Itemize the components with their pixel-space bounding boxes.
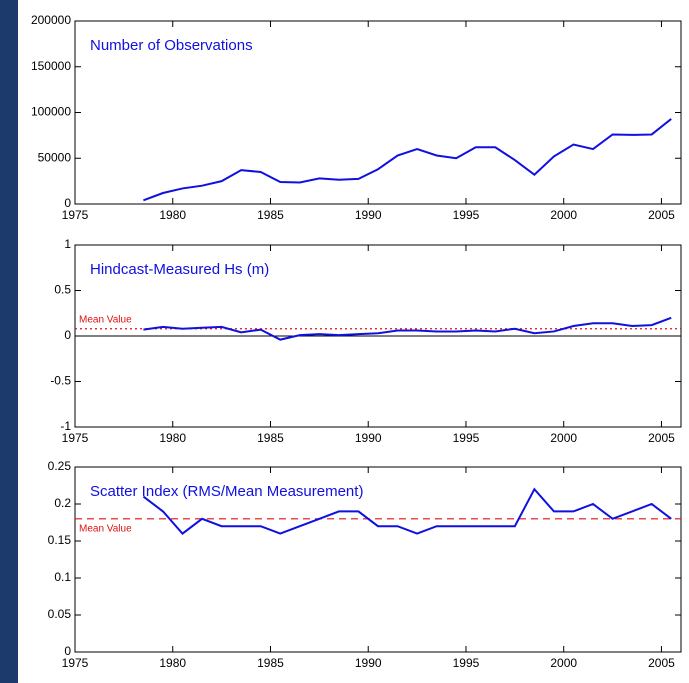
x-tick-label: 2000	[550, 431, 577, 445]
y-tick-label: 100000	[31, 105, 71, 119]
x-tick-label: 1980	[159, 656, 186, 670]
y-tick-label: 0.1	[54, 570, 71, 584]
y-tick-label: -0.5	[50, 374, 71, 388]
data-line	[142, 487, 672, 535]
x-tick-label: 1975	[62, 656, 89, 670]
mean-label: Mean Value	[79, 314, 132, 325]
x-tick-label: 2005	[648, 656, 675, 670]
x-tick-label: 1975	[62, 431, 89, 445]
y-tick-label: 150000	[31, 59, 71, 73]
mean-label: Mean Value	[79, 523, 132, 534]
x-tick-label: 1985	[257, 208, 284, 222]
plot-area	[74, 20, 682, 205]
chart-title: Scatter Index (RMS/Mean Measurement)	[90, 483, 363, 500]
y-tick-label: 0.15	[48, 533, 72, 547]
x-tick-label: 2005	[648, 208, 675, 222]
x-tick-label: 1995	[453, 208, 480, 222]
x-tick-label: 1985	[257, 656, 284, 670]
x-tick-label: 1990	[355, 431, 382, 445]
chart-title: Number of Observations	[90, 37, 253, 54]
y-tick-label: 0.5	[54, 283, 71, 297]
y-tick-label: 0.05	[48, 607, 72, 621]
x-tick-label: 1990	[355, 656, 382, 670]
y-tick-label: 0	[64, 196, 71, 210]
y-tick-label: 0	[64, 644, 71, 658]
y-tick-label: 1	[64, 237, 71, 251]
x-tick-label: 1995	[453, 656, 480, 670]
x-tick-label: 1980	[159, 208, 186, 222]
chart-title: Hindcast-Measured Hs (m)	[90, 261, 269, 278]
y-tick-label: 200000	[31, 13, 71, 27]
x-tick-label: 1990	[355, 208, 382, 222]
x-tick-label: 2000	[550, 208, 577, 222]
y-tick-label: -1	[60, 419, 71, 433]
y-tick-label: 50000	[38, 150, 72, 164]
y-tick-label: 0.2	[54, 496, 71, 510]
x-tick-label: 2000	[550, 656, 577, 670]
data-line	[143, 316, 672, 341]
x-tick-label: 1995	[453, 431, 480, 445]
x-tick-label: 1980	[159, 431, 186, 445]
data-line	[143, 118, 672, 202]
x-tick-label: 1975	[62, 208, 89, 222]
x-tick-label: 2005	[648, 431, 675, 445]
y-tick-label: 0	[64, 328, 71, 342]
y-tick-label: 0.25	[48, 459, 72, 473]
plot-area	[74, 466, 682, 653]
x-tick-label: 1985	[257, 431, 284, 445]
